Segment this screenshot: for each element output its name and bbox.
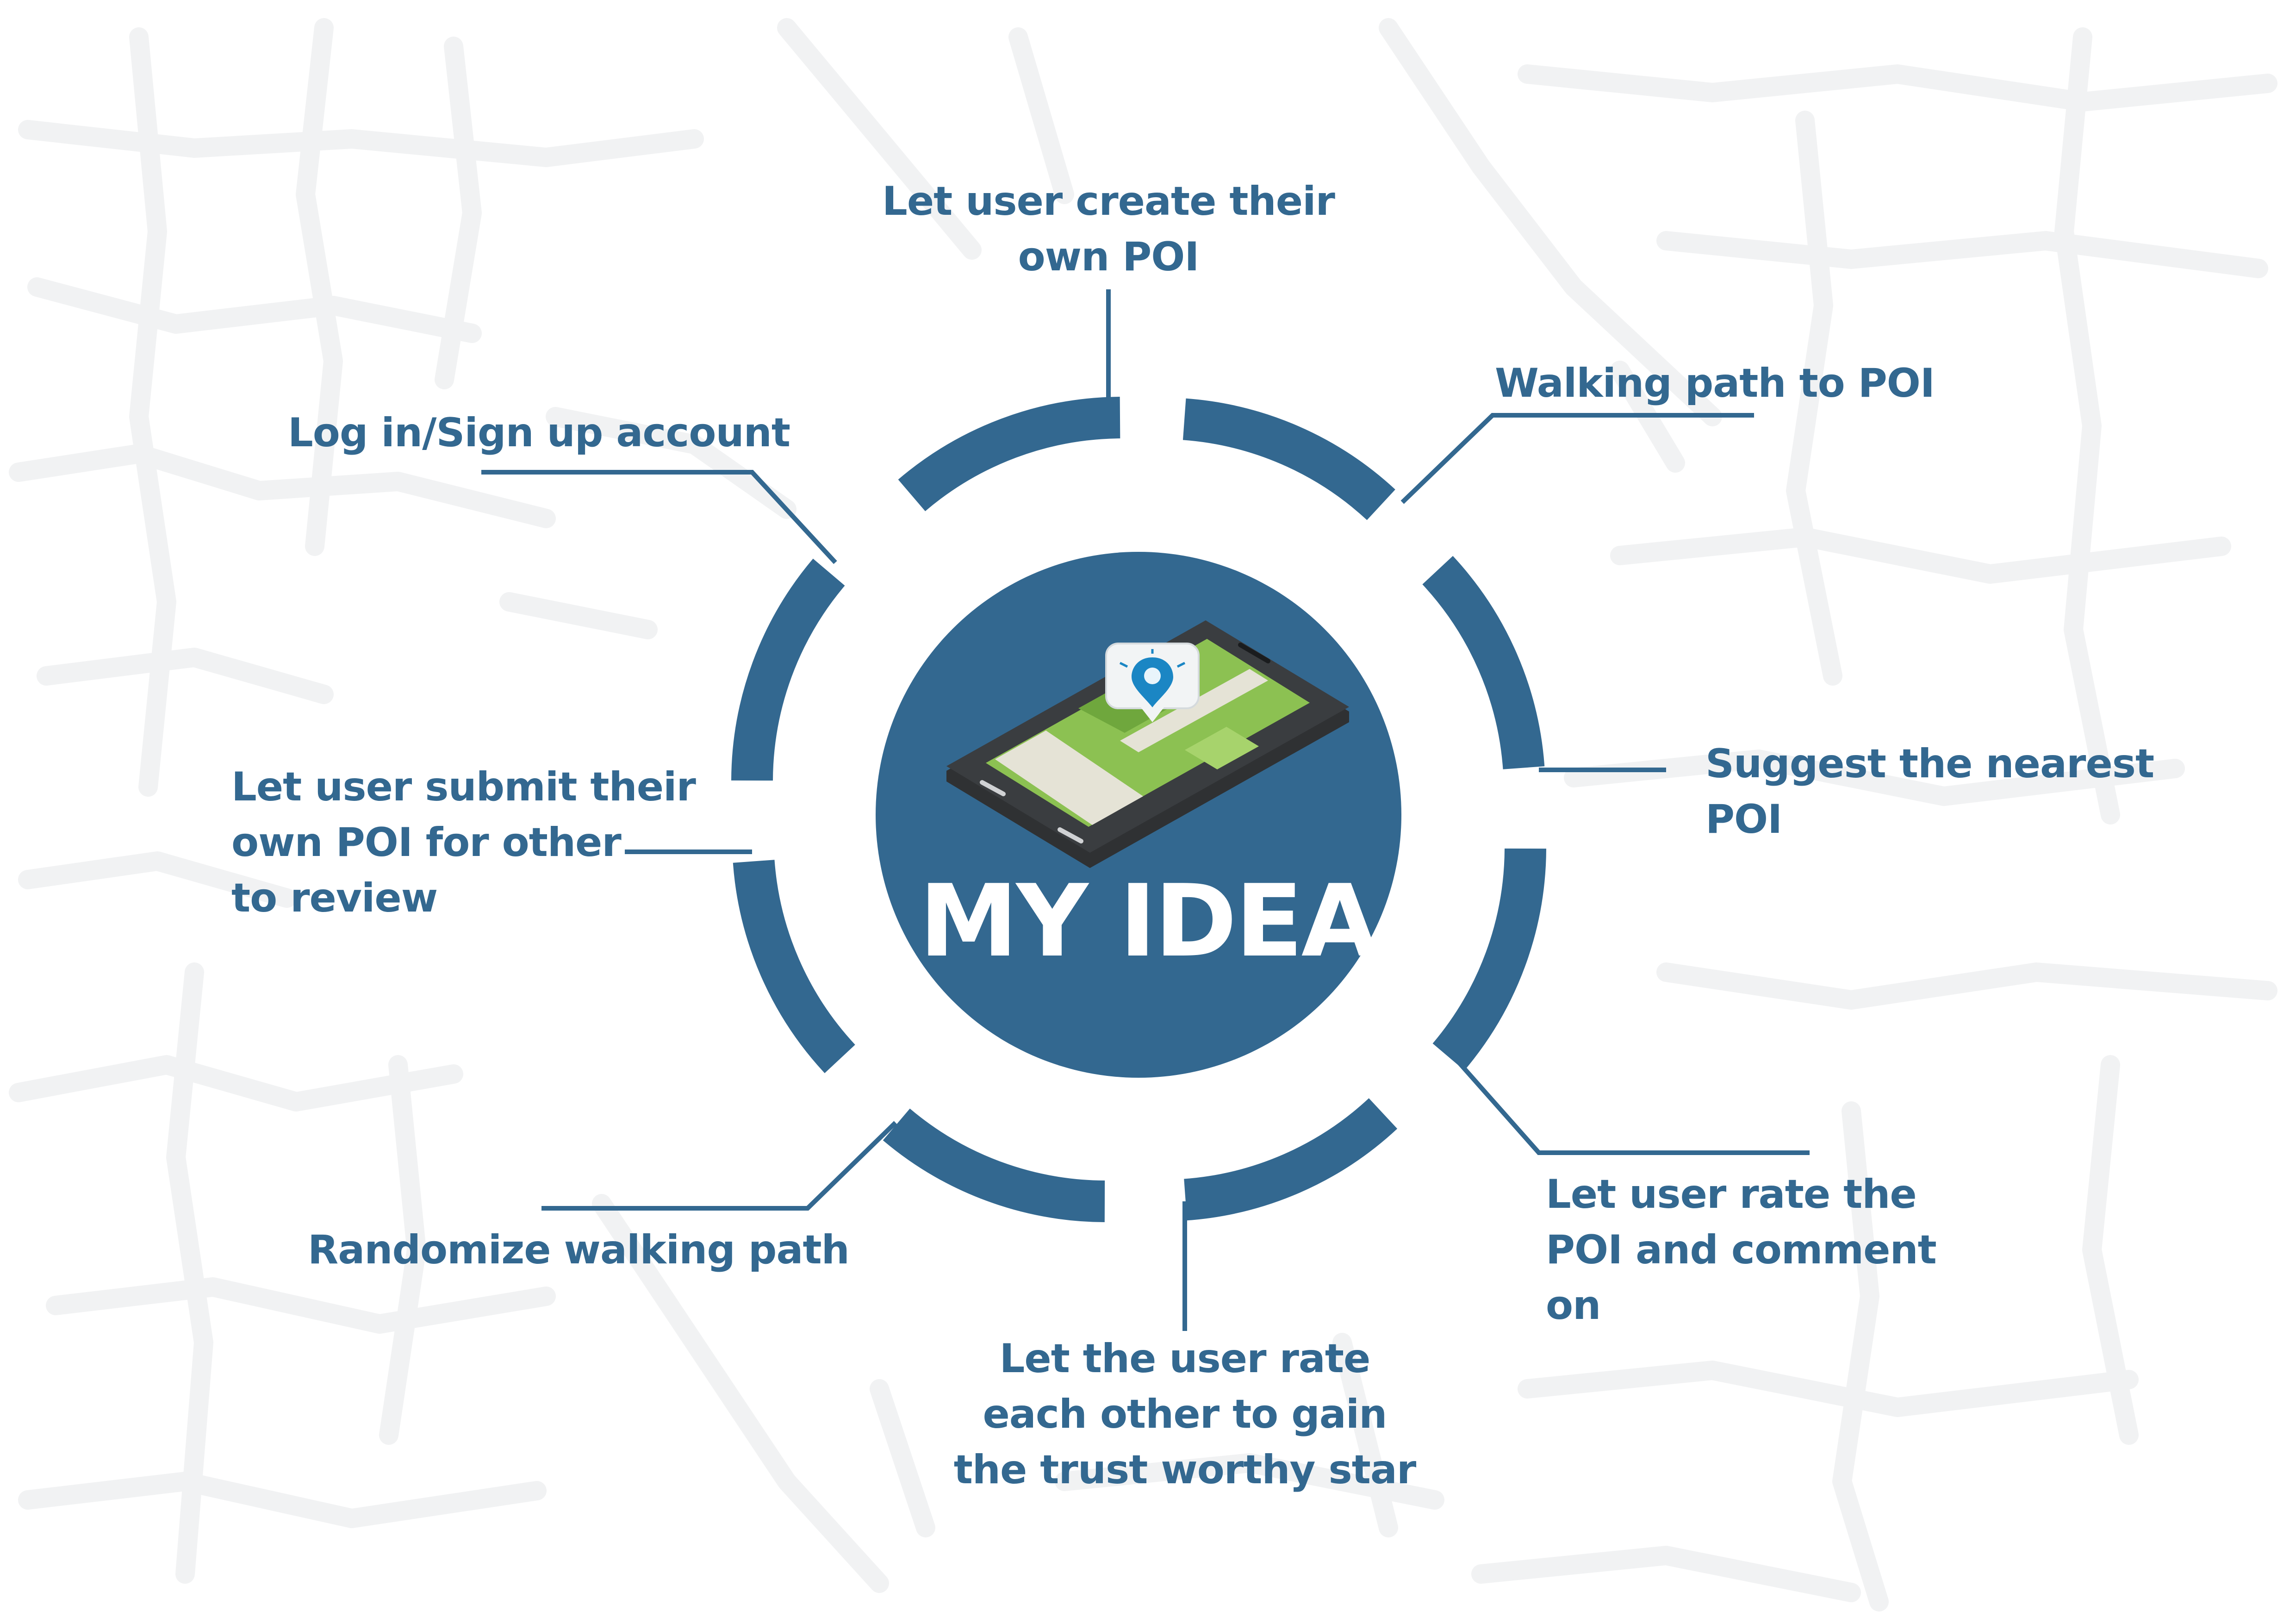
idea-text-line: Let user create their [882, 178, 1335, 225]
idea-text-line: own POI for other [231, 819, 622, 866]
idea-label-submit-poi: Let user submit their own POI for other … [231, 759, 696, 926]
center-title: MY IDEA [919, 863, 1378, 979]
connector-random-path [541, 1121, 897, 1211]
connector-lines [481, 289, 1810, 1331]
idea-text-line: Randomize walking path [308, 1227, 850, 1273]
idea-text-line: Let user submit their [231, 764, 696, 810]
idea-text-line: the trust worthy star [953, 1447, 1417, 1493]
connector-walking-path [1400, 413, 1754, 504]
idea-text-line: Let the user rate [999, 1336, 1371, 1382]
idea-text-line: Let user rate the [1546, 1171, 1917, 1218]
idea-label-rate-users: Let the user rate each other to gain the… [940, 1331, 1430, 1498]
idea-label-random-path: Randomize walking path [308, 1222, 850, 1278]
idea-label-create-poi: Let user create their own POI [877, 174, 1340, 285]
idea-label-walking-path: Walking path to POI [1495, 356, 1935, 411]
idea-text-line: Walking path to POI [1495, 360, 1935, 406]
idea-label-login: Log in/Sign up account [288, 405, 790, 461]
idea-text-line: POI [1705, 796, 1782, 843]
idea-text-line: Log in/Sign up account [288, 410, 790, 456]
connector-login [481, 470, 837, 564]
connector-rate-poi [1447, 1049, 1810, 1155]
smartphone-map-icon [946, 620, 1349, 868]
street-map-background [9, 18, 2277, 1612]
idea-text-line: each other to gain [983, 1391, 1387, 1437]
idea-text-line: Suggest the nearest [1705, 741, 2154, 787]
idea-label-rate-poi: Let user rate the POI and comment on [1546, 1167, 1937, 1333]
idea-label-nearest-poi: Suggest the nearest POI [1705, 736, 2154, 847]
idea-text-line: own POI [1018, 234, 1200, 280]
idea-text-line: to review [231, 875, 438, 921]
idea-text-line: POI and comment [1546, 1227, 1937, 1273]
lightbulb-location-pin-icon [1105, 643, 1200, 722]
idea-text-line: on [1546, 1282, 1601, 1329]
outer-ring [731, 397, 1546, 1222]
